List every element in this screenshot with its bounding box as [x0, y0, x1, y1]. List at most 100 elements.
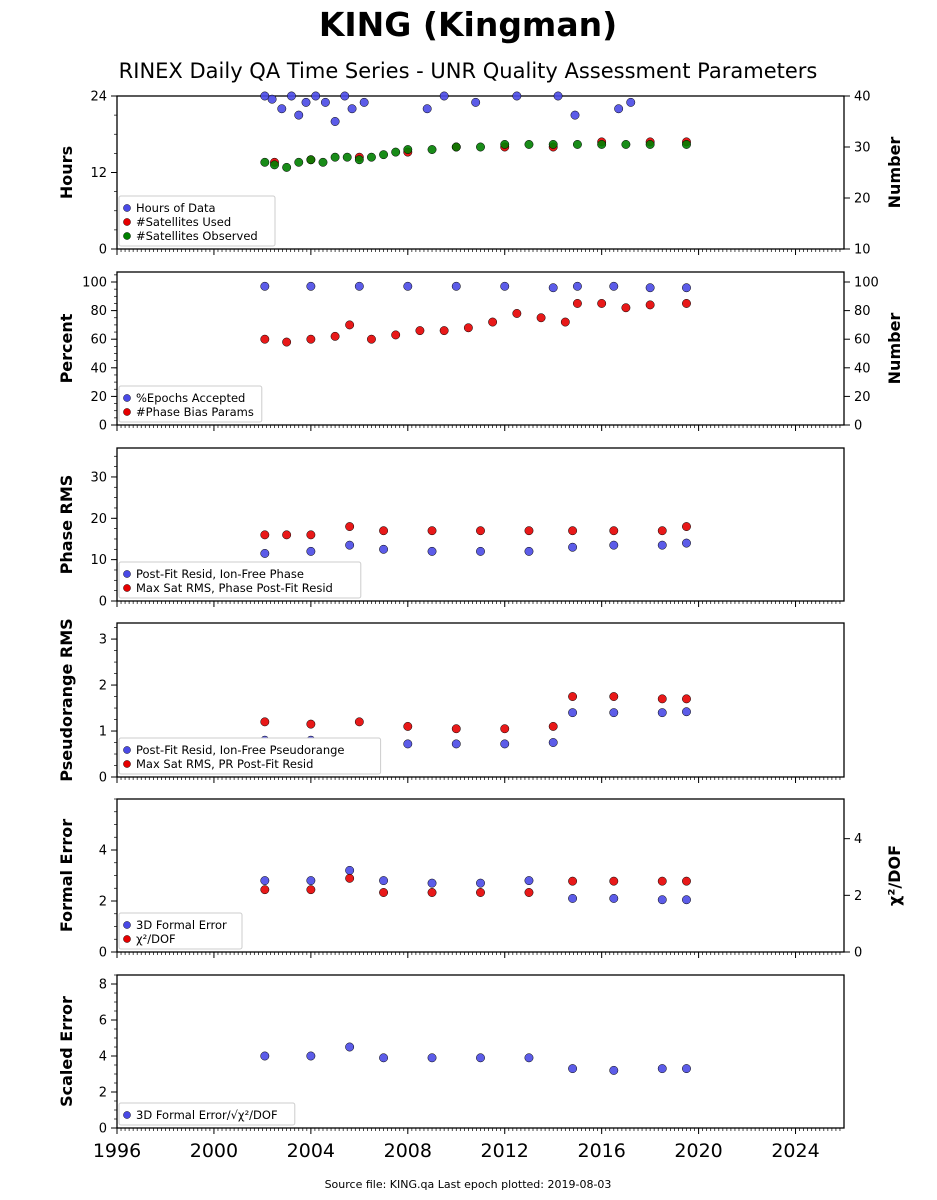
data-point	[572, 140, 582, 149]
y-tick-label: 4	[99, 1050, 107, 1065]
y-tick-label: 2	[99, 1086, 107, 1101]
data-point	[277, 104, 287, 114]
data-point	[657, 895, 667, 905]
data-point	[682, 895, 691, 905]
y-tick-label: 40	[90, 361, 107, 376]
legend-label: Post-Fit Resid, Ion-Free Pseudorange	[136, 743, 344, 757]
y-tick-label: 60	[90, 333, 107, 348]
y-axis-label: Percent	[57, 313, 76, 383]
data-point	[260, 717, 270, 727]
y-tick-label: 80	[90, 304, 107, 319]
data-point	[282, 162, 292, 172]
legend-marker	[123, 408, 131, 416]
data-point	[306, 530, 316, 540]
data-point	[682, 538, 691, 548]
data-point	[451, 724, 461, 734]
y-axis-label: Hours	[57, 146, 76, 199]
data-point	[330, 331, 340, 341]
data-point	[657, 708, 667, 718]
data-point	[427, 546, 437, 556]
data-point	[347, 104, 357, 114]
data-point	[330, 117, 340, 126]
legend-label: Hours of Data	[136, 201, 216, 215]
data-point	[367, 334, 376, 344]
data-point	[427, 878, 437, 888]
data-point	[439, 326, 449, 336]
data-point	[500, 140, 510, 149]
data-point	[621, 303, 631, 313]
footer-source: Source file: KING.qa Last epoch plotted:…	[325, 1178, 612, 1191]
legend-box	[118, 195, 276, 247]
data-point	[536, 313, 546, 323]
data-point	[451, 281, 461, 291]
data-point	[306, 885, 316, 895]
y-tick-label: 24	[90, 90, 107, 105]
data-point	[330, 152, 340, 162]
data-point	[621, 140, 631, 149]
series-0	[260, 865, 691, 905]
y2-axis-label: Number	[885, 137, 904, 209]
data-point	[682, 876, 691, 886]
data-point	[524, 546, 534, 556]
x-tick-label: 2016	[577, 1140, 625, 1162]
x-tick-label: 2000	[190, 1140, 238, 1162]
legend-box	[118, 561, 362, 599]
legend-box	[118, 737, 382, 775]
data-point	[427, 526, 437, 536]
data-point	[282, 337, 292, 347]
y-axis-label: Phase RMS	[57, 475, 76, 575]
data-point	[572, 299, 582, 308]
data-point	[572, 281, 582, 291]
y2-tick-label: 2	[854, 889, 862, 904]
legend-marker	[123, 921, 131, 929]
data-point	[500, 281, 510, 291]
data-point	[260, 157, 270, 167]
data-point	[570, 110, 580, 120]
data-point	[306, 719, 316, 729]
data-point	[645, 140, 655, 149]
data-point	[306, 876, 316, 886]
y-tick-label: 1	[99, 725, 107, 740]
data-point	[548, 283, 558, 293]
legend-box	[118, 385, 263, 423]
data-point	[609, 692, 619, 702]
legend-label: %Epochs Accepted	[136, 391, 245, 405]
y-tick-label: 0	[99, 771, 107, 786]
data-point	[267, 94, 277, 104]
data-point	[524, 526, 534, 536]
series-2	[260, 140, 691, 172]
series-1	[260, 299, 691, 347]
x-tick-label: 2024	[771, 1140, 819, 1162]
data-point	[553, 91, 563, 101]
data-point	[512, 91, 522, 101]
legend-box	[118, 1102, 296, 1126]
y2-tick-label: 100	[854, 276, 879, 291]
y-tick-label: 8	[99, 978, 107, 993]
data-point	[614, 104, 624, 114]
legend-label: Post-Fit Resid, Ion-Free Phase	[136, 567, 304, 581]
legend: Post-Fit Resid, Ion-Free PseudorangeMax …	[118, 737, 382, 775]
data-point	[306, 546, 316, 556]
legend-label: #Phase Bias Params	[136, 405, 254, 419]
data-point	[306, 281, 316, 291]
y2-axis-label: χ²/DOF	[885, 845, 904, 906]
data-point	[391, 147, 401, 157]
legend-marker	[123, 1111, 131, 1119]
data-point	[301, 97, 311, 107]
y2-tick-label: 0	[854, 946, 862, 961]
data-point	[597, 299, 607, 308]
y2-tick-label: 80	[854, 304, 871, 319]
legend-marker	[123, 394, 131, 402]
y-tick-label: 0	[99, 243, 107, 258]
legend-marker	[123, 584, 131, 592]
data-point	[568, 708, 578, 718]
y-tick-label: 4	[99, 844, 107, 859]
y-tick-label: 10	[90, 553, 107, 568]
data-point	[568, 692, 578, 702]
data-point	[379, 526, 389, 536]
panel-p4: 0 1 2 3 Pseudorange RMS Post-Fit Resid, Ion-F…	[57, 618, 845, 786]
data-point	[345, 320, 355, 330]
data-point	[451, 142, 461, 152]
